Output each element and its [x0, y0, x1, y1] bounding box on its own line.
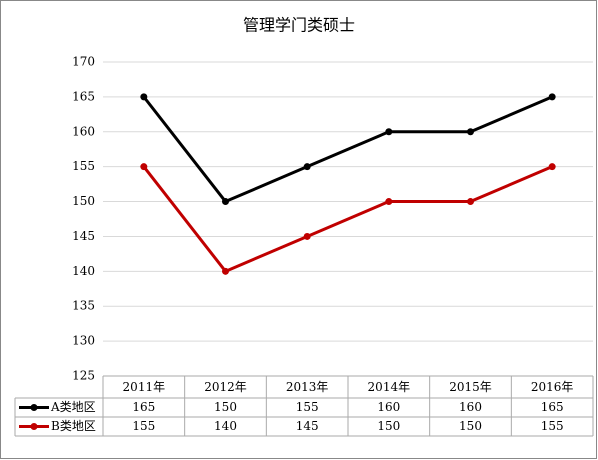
- y-tick-label: 140: [72, 264, 95, 278]
- data-point: [385, 128, 393, 136]
- y-tick-label: 145: [72, 229, 95, 243]
- table-value: 150: [214, 400, 237, 414]
- x-tick-label: 2015年: [449, 380, 492, 394]
- x-tick-label: 2011年: [123, 380, 166, 394]
- data-point: [303, 232, 311, 240]
- data-point: [222, 198, 229, 206]
- chart-title: 管理学门类硕士: [243, 16, 355, 35]
- data-point: [467, 198, 474, 206]
- table-value: 150: [377, 419, 400, 433]
- x-tick-label: 2016年: [531, 380, 574, 394]
- x-tick-label: 2014年: [368, 380, 411, 394]
- legend-label: A类地区: [50, 400, 96, 414]
- y-tick-label: 130: [72, 334, 95, 348]
- data-point: [548, 163, 556, 171]
- y-tick-label: 125: [72, 369, 95, 383]
- data-point: [140, 93, 148, 101]
- data-point: [222, 267, 229, 275]
- table-value: 145: [296, 419, 319, 433]
- y-tick-label: 150: [72, 194, 95, 208]
- legend-label: B类地区: [51, 419, 96, 433]
- legend-marker: [30, 404, 38, 411]
- table-value: 160: [377, 400, 400, 414]
- series-line: [142, 165, 553, 273]
- table-value: 155: [541, 419, 564, 433]
- table-value: 165: [132, 400, 155, 414]
- y-tick-label: 155: [72, 159, 95, 173]
- table-value: 165: [541, 400, 564, 414]
- data-point: [467, 128, 474, 136]
- data-point: [385, 198, 393, 206]
- table-value: 140: [214, 419, 237, 433]
- table-value: 155: [296, 400, 319, 414]
- data-point: [548, 93, 556, 101]
- data-point: [303, 163, 311, 171]
- x-tick-label: 2012年: [204, 380, 247, 394]
- series-line: [142, 95, 553, 204]
- y-tick-label: 160: [72, 124, 95, 138]
- y-tick-label: 170: [72, 55, 95, 69]
- table-value: 150: [459, 419, 482, 433]
- data-point: [140, 163, 148, 171]
- y-tick-label: 165: [72, 89, 95, 103]
- y-tick-label: 135: [72, 299, 95, 313]
- legend-marker: [30, 423, 38, 430]
- table-value: 160: [459, 400, 482, 414]
- table-value: 155: [132, 419, 155, 433]
- x-tick-label: 2013年: [286, 380, 329, 394]
